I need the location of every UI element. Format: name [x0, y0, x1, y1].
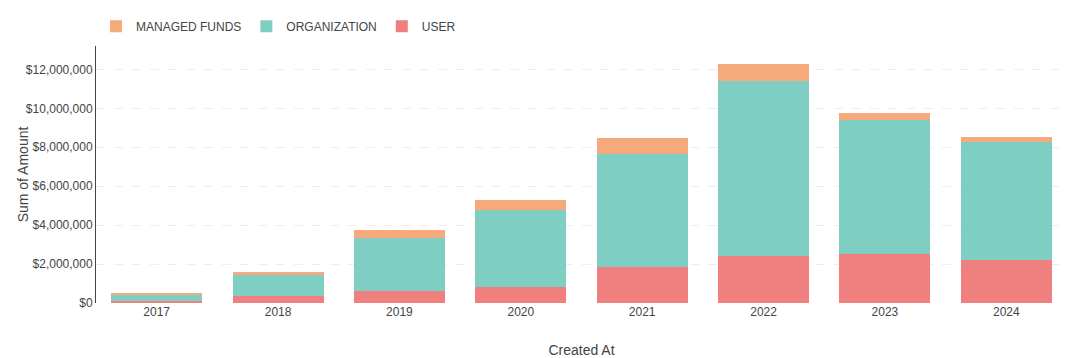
svg-text:2020: 2020: [507, 305, 534, 319]
svg-text:2017: 2017: [143, 305, 170, 319]
svg-text:$2,000,000: $2,000,000: [33, 257, 93, 271]
svg-text:Created At: Created At: [548, 342, 614, 358]
svg-text:USER: USER: [422, 20, 456, 34]
svg-text:$6,000,000: $6,000,000: [33, 179, 93, 193]
svg-text:2018: 2018: [265, 305, 292, 319]
svg-text:$12,000,000: $12,000,000: [26, 63, 93, 77]
svg-text:Sum of Amount: Sum of Amount: [15, 127, 31, 223]
svg-text:2021: 2021: [629, 305, 656, 319]
svg-text:$0: $0: [79, 296, 93, 310]
svg-text:$8,000,000: $8,000,000: [33, 140, 93, 154]
svg-text:MANAGED FUNDS: MANAGED FUNDS: [136, 20, 241, 34]
svg-text:2022: 2022: [750, 305, 777, 319]
svg-text:ORGANIZATION: ORGANIZATION: [286, 20, 376, 34]
svg-text:$4,000,000: $4,000,000: [33, 218, 93, 232]
svg-text:2023: 2023: [872, 305, 899, 319]
svg-text:2019: 2019: [386, 305, 413, 319]
svg-text:$10,000,000: $10,000,000: [26, 102, 93, 116]
svg-text:2024: 2024: [993, 305, 1020, 319]
